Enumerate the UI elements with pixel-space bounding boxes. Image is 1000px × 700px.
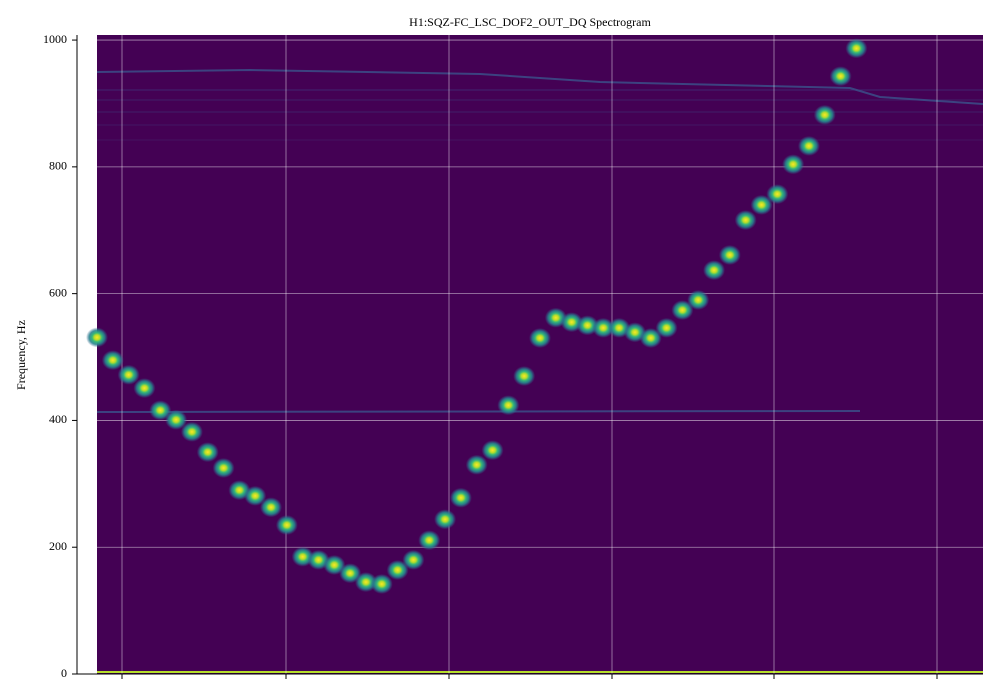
spectral-peak xyxy=(797,135,820,156)
spectral-peak xyxy=(750,194,773,215)
spectral-peak xyxy=(497,395,520,416)
spectral-peak xyxy=(481,440,504,461)
spectral-peak xyxy=(655,317,678,338)
spectral-peak xyxy=(813,104,836,125)
spectral-peak xyxy=(402,549,425,570)
spectral-peak xyxy=(513,366,536,387)
spectral-peak xyxy=(718,244,741,265)
spectral-peak xyxy=(592,317,615,338)
spectral-peak xyxy=(766,184,789,205)
spectral-peak xyxy=(671,300,694,321)
spectral-peak xyxy=(339,563,362,584)
spectral-peak xyxy=(165,409,188,430)
spectral-peak xyxy=(465,454,488,475)
spectral-peak xyxy=(845,38,868,59)
spectral-peak xyxy=(386,560,409,581)
axes-frame xyxy=(76,35,983,679)
y-tick-label: 1000 xyxy=(43,32,67,46)
spectral-peak xyxy=(734,210,757,231)
spectral-peak xyxy=(703,260,726,281)
spectral-peak xyxy=(86,327,108,348)
spectral-peak xyxy=(449,487,472,508)
chart-title: H1:SQZ-FC_LSC_DOF2_OUT_DQ Spectrogram xyxy=(409,15,651,29)
spectral-peak xyxy=(370,573,393,594)
x-grid xyxy=(121,35,938,674)
y-axis-label: Frequency, Hz xyxy=(14,320,28,390)
background-features xyxy=(96,68,984,673)
spectral-peak xyxy=(418,530,441,551)
spectral-peak xyxy=(829,66,852,87)
y-tick-label: 800 xyxy=(49,159,67,173)
y-tick-label: 0 xyxy=(61,666,67,680)
spectral-peak xyxy=(275,515,298,536)
spectral-peak xyxy=(196,442,219,463)
spectral-peak xyxy=(212,457,235,478)
spectral-peak xyxy=(180,421,203,442)
y-tick-label: 600 xyxy=(49,285,67,299)
spectral-peak xyxy=(260,497,283,518)
spectral-peak xyxy=(782,154,805,175)
spectral-peak xyxy=(529,328,551,349)
spectral-peak xyxy=(149,400,172,421)
spectral-peak xyxy=(687,289,710,310)
y-tick-label: 200 xyxy=(49,539,67,553)
spectral-peak xyxy=(244,485,267,506)
y-tick-label: 400 xyxy=(49,412,67,426)
spectral-peak xyxy=(639,328,662,349)
plot-background xyxy=(97,35,983,674)
spectral-peak xyxy=(434,509,457,530)
spectral-peak xyxy=(101,350,124,371)
spectral-peak xyxy=(117,364,140,385)
spectral-peak xyxy=(133,378,156,399)
